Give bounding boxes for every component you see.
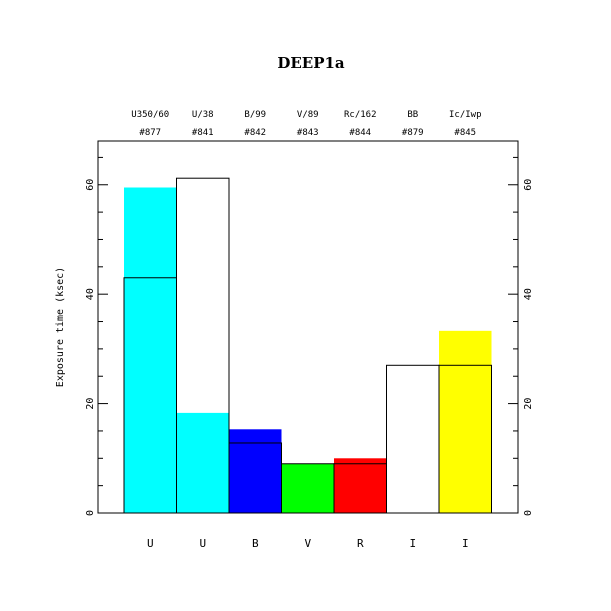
right-tick-label: 40: [523, 288, 534, 300]
left-tick-label: 40: [85, 288, 96, 300]
category-label-2: U: [199, 537, 206, 550]
category-label-7: I: [462, 537, 469, 550]
category-label-3: B: [252, 537, 259, 550]
filter-id-7: #845: [454, 128, 476, 138]
category-label-5: R: [357, 537, 364, 550]
plot-frame: [97, 140, 519, 514]
filled-bar-1: [124, 187, 177, 513]
filled-bar-4: [281, 463, 334, 513]
filter-label-1: U350/60: [131, 110, 169, 120]
category-label-1: U: [147, 537, 154, 550]
filter-id-5: #844: [349, 128, 371, 138]
labels-layer: U U350/60 #877 U U/38 #841 B B/99 #842 V V/89 #843 R…: [85, 110, 534, 550]
filter-id-3: #842: [244, 128, 266, 138]
right-tick-label: 0: [523, 510, 534, 516]
right-tick-label: 60: [523, 179, 534, 191]
filter-label-5: Rc/162: [344, 110, 377, 120]
chart-title: DEEP1a: [277, 54, 345, 72]
filled-bar-2: [176, 412, 229, 513]
filled-bar-3: [229, 429, 282, 513]
right-tick-label: 20: [523, 398, 534, 410]
category-label-4: V: [304, 537, 311, 550]
left-tick-label: 0: [85, 510, 96, 516]
filter-label-7: Ic/Iwp: [449, 110, 482, 120]
filter-id-1: #877: [139, 128, 161, 138]
filled-bar-5: [334, 458, 387, 513]
axes-layer: [98, 156, 518, 514]
left-tick-label: 20: [85, 398, 96, 410]
y-axis-label: Exposure time (ksec): [55, 267, 66, 387]
filter-id-2: #841: [192, 128, 214, 138]
filter-label-4: V/89: [297, 110, 319, 120]
left-tick-label: 60: [85, 179, 96, 191]
bars-layer: [124, 187, 492, 513]
category-label-6: I: [409, 537, 416, 550]
filter-label-2: U/38: [192, 110, 214, 120]
filter-label-6: BB: [407, 110, 418, 120]
filter-id-4: #843: [297, 128, 319, 138]
filter-id-6: #879: [402, 128, 424, 138]
outline-bar-6: [386, 364, 440, 514]
filled-bar-7: [439, 330, 492, 513]
filter-label-3: B/99: [244, 110, 266, 120]
